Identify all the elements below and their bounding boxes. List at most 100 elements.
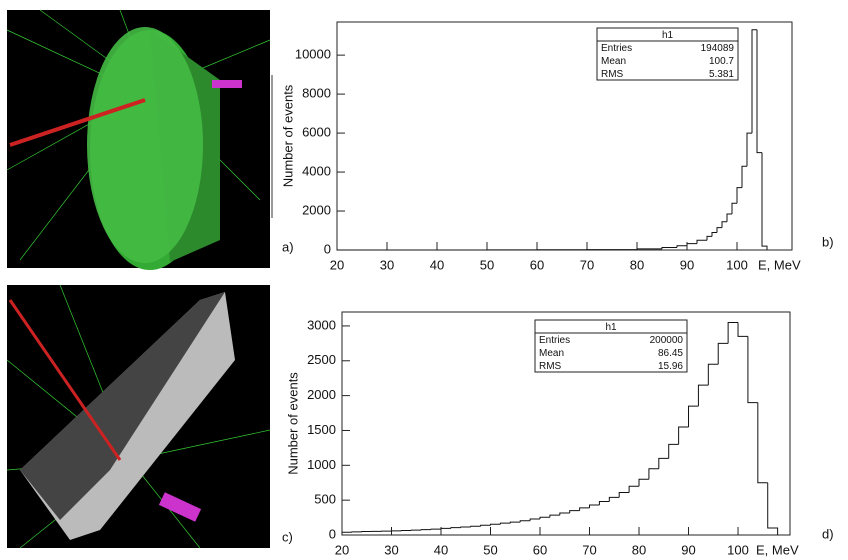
x-tick-label: 30 bbox=[384, 542, 398, 557]
x-tick-label: 100 bbox=[727, 542, 749, 557]
histogram-bin bbox=[648, 468, 659, 480]
stats-title: h1 bbox=[605, 322, 617, 333]
histogram-bin bbox=[608, 496, 620, 502]
histogram-bin bbox=[696, 239, 707, 244]
histogram-bin bbox=[711, 231, 717, 237]
render-c bbox=[6, 284, 271, 549]
stats-frame bbox=[596, 27, 739, 81]
x-tick-label: 60 bbox=[530, 257, 544, 272]
stats-title: h1 bbox=[662, 30, 674, 41]
x-tick-label: 40 bbox=[434, 542, 448, 557]
histogram-bin bbox=[747, 336, 758, 404]
stats-frame bbox=[534, 319, 688, 373]
stats-box: h1 Entries 194089 Mean 100.7 RMS 5.381 bbox=[596, 27, 739, 81]
y-tick-label: 1500 bbox=[307, 422, 336, 437]
histogram-bin bbox=[549, 514, 560, 518]
histogram-bin bbox=[761, 152, 768, 250]
histogram-bin bbox=[688, 405, 699, 427]
plot-frame bbox=[341, 311, 791, 536]
panel-label: d) bbox=[822, 526, 834, 541]
histogram-bin bbox=[737, 322, 748, 337]
stats-key: Mean bbox=[601, 56, 626, 67]
y-tick-label: 2500 bbox=[307, 352, 336, 367]
histogram-bin bbox=[638, 478, 649, 487]
stats-key: Mean bbox=[539, 348, 564, 359]
histogram-bin bbox=[751, 29, 757, 134]
y-tick-label: 500 bbox=[314, 492, 336, 507]
x-axis-label: E, MeV bbox=[758, 257, 801, 272]
histogram-bin bbox=[686, 243, 697, 246]
histogram-bin bbox=[726, 213, 732, 222]
stats-value: 86.45 bbox=[658, 348, 683, 359]
y-tick-label: 8000 bbox=[302, 86, 331, 101]
histogram-bin bbox=[756, 29, 762, 154]
x-tick-label: 70 bbox=[582, 542, 596, 557]
histogram-bin bbox=[569, 510, 580, 514]
histogram-bin bbox=[559, 512, 570, 516]
panel-label: b) bbox=[822, 234, 834, 249]
histogram-bin bbox=[716, 227, 722, 233]
x-tick-label: 50 bbox=[483, 542, 497, 557]
y-tick-label: 10000 bbox=[295, 47, 331, 62]
histogram-bin bbox=[727, 321, 739, 344]
panel-label: c) bbox=[282, 529, 293, 544]
histogram-bin bbox=[539, 516, 550, 519]
histogram-bin bbox=[731, 202, 737, 214]
histogram-bin bbox=[480, 524, 491, 527]
histogram-bin bbox=[460, 526, 471, 528]
y-axis-label: Number of events bbox=[280, 84, 295, 187]
histogram-bin bbox=[509, 521, 521, 524]
histogram-bin bbox=[440, 527, 451, 530]
y-axis-label: Number of events bbox=[285, 372, 300, 475]
stats-key: RMS bbox=[601, 69, 624, 80]
histogram-bin bbox=[767, 482, 779, 535]
histogram-bin bbox=[668, 443, 679, 459]
y-tick-label: 4000 bbox=[302, 163, 331, 178]
histogram-bin bbox=[676, 245, 687, 248]
x-tick-label: 100 bbox=[726, 257, 748, 272]
histogram-bin bbox=[579, 507, 590, 511]
histogram-bin bbox=[519, 520, 531, 523]
histogram-bin bbox=[658, 457, 669, 469]
x-tick-label: 80 bbox=[630, 257, 644, 272]
stats-key: RMS bbox=[539, 361, 562, 372]
stats-box: h1 Entries 200000 Mean 86.45 RMS 15.96 bbox=[534, 319, 688, 373]
stats-key: Entries bbox=[539, 335, 570, 346]
stats-value: 100.7 bbox=[709, 56, 734, 67]
histogram-bin bbox=[707, 363, 719, 386]
histogram-bin bbox=[490, 523, 501, 526]
x-tick-label: 20 bbox=[335, 542, 349, 557]
x-tick-label: 90 bbox=[680, 257, 694, 272]
histogram-bin bbox=[450, 527, 461, 529]
y-tick-label: 0 bbox=[324, 241, 331, 256]
histogram-bin bbox=[717, 342, 729, 365]
y-tick-label: 1000 bbox=[307, 457, 336, 472]
stats-value: 194089 bbox=[701, 43, 735, 54]
x-tick-label: 20 bbox=[330, 257, 344, 272]
histogram-bin bbox=[661, 246, 677, 249]
x-axis-label: E, MeV bbox=[756, 542, 799, 557]
y-tick-label: 0 bbox=[329, 526, 336, 541]
x-tick-label: 40 bbox=[430, 257, 444, 272]
panel-label: a) bbox=[282, 239, 294, 254]
histogram-bin bbox=[636, 248, 662, 250]
render-a bbox=[6, 9, 273, 270]
y-tick-label: 2000 bbox=[302, 202, 331, 217]
y-tick-label: 6000 bbox=[302, 125, 331, 140]
histogram-bin bbox=[721, 221, 727, 228]
y-tick-label: 3000 bbox=[307, 317, 336, 332]
x-tick-label: 30 bbox=[380, 257, 394, 272]
histogram-bin bbox=[746, 132, 752, 167]
histogram-bin bbox=[499, 522, 511, 525]
histogram-bin bbox=[697, 384, 709, 407]
y-tick-label: 2000 bbox=[307, 387, 336, 402]
histogram-bin bbox=[706, 235, 712, 241]
histogram-bin bbox=[598, 501, 610, 506]
x-tick-label: 70 bbox=[580, 257, 594, 272]
stats-value: 15.96 bbox=[658, 361, 683, 372]
x-tick-label: 80 bbox=[632, 542, 646, 557]
histogram-bin bbox=[736, 187, 742, 204]
histogram-bin bbox=[628, 485, 640, 493]
stats-value: 200000 bbox=[650, 335, 684, 346]
